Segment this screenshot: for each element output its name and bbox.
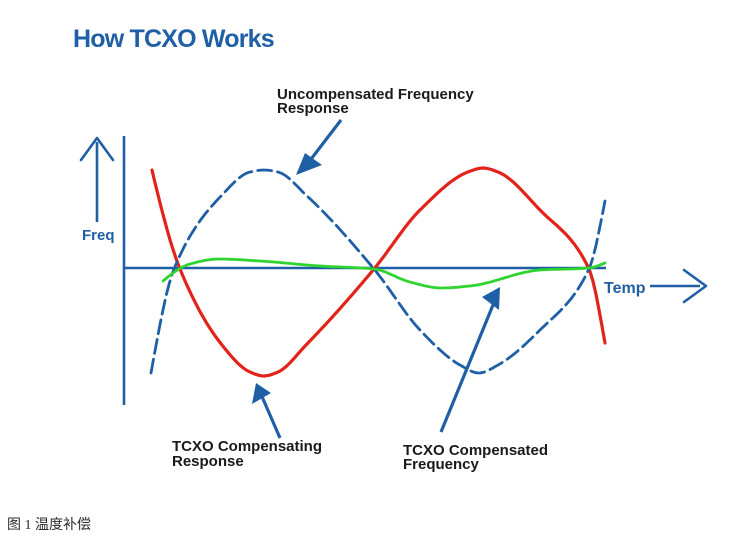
svg-text:Response: Response xyxy=(277,100,349,117)
svg-text:Response: Response xyxy=(172,453,244,470)
svg-text:Temp: Temp xyxy=(604,280,646,297)
svg-text:Frequency: Frequency xyxy=(403,456,480,473)
svg-text:Freq: Freq xyxy=(82,227,115,244)
